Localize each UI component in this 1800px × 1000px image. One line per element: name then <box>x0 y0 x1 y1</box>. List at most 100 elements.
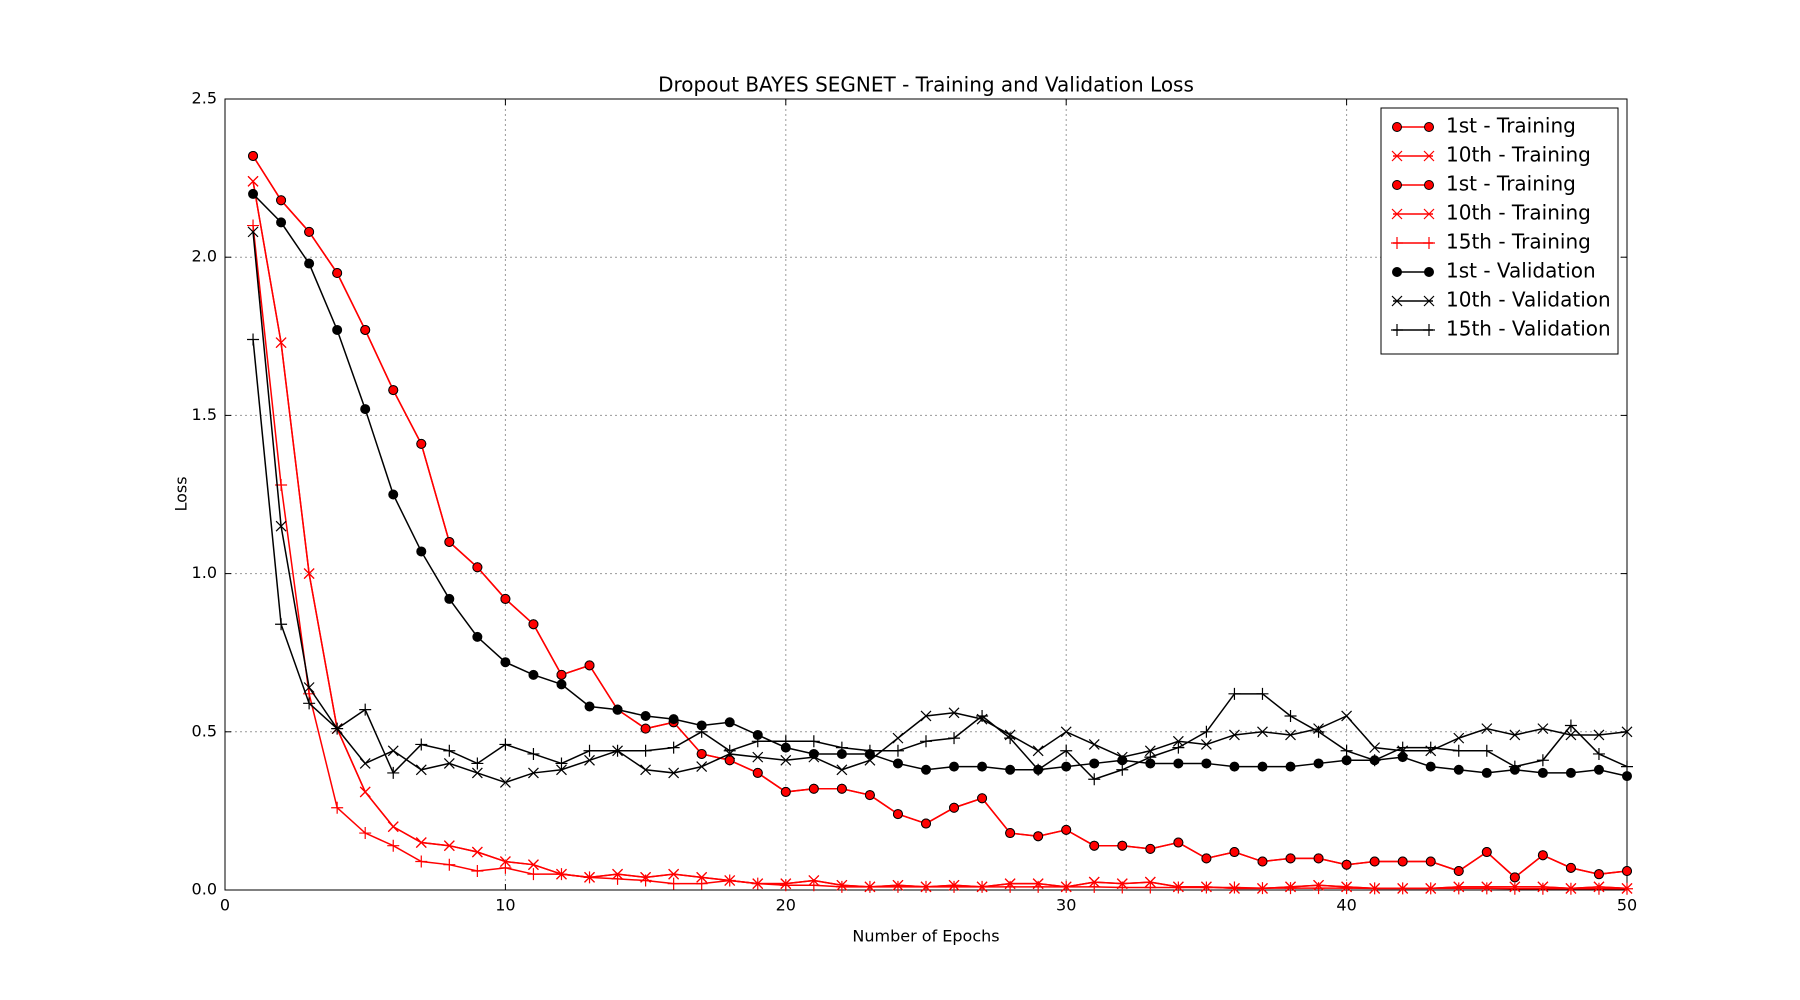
marker <box>864 754 876 766</box>
marker-x <box>1453 732 1465 744</box>
marker <box>1509 729 1521 741</box>
marker-dot <box>1089 758 1100 769</box>
marker-plus <box>387 839 400 852</box>
marker-x <box>1341 710 1353 722</box>
marker-plus <box>1200 881 1213 894</box>
marker-x <box>275 520 287 532</box>
marker-dot <box>808 783 819 794</box>
marker-dot <box>528 619 539 630</box>
marker-dot <box>612 704 623 715</box>
marker <box>1396 741 1409 754</box>
marker-plus <box>639 744 652 757</box>
marker-plus <box>1424 741 1437 754</box>
marker <box>863 880 876 893</box>
marker <box>499 861 512 874</box>
marker <box>1200 881 1213 894</box>
marker-x <box>1257 726 1268 738</box>
marker-dot <box>248 188 259 199</box>
marker-plus <box>948 880 961 893</box>
marker-dot <box>1173 837 1184 848</box>
marker <box>611 872 624 885</box>
marker <box>1481 847 1492 858</box>
legend-label: 10th - Training <box>1446 201 1591 225</box>
marker-plus <box>499 738 512 751</box>
marker <box>528 859 539 871</box>
marker <box>1089 840 1100 851</box>
marker-plus <box>247 219 260 232</box>
marker-dot <box>1201 758 1212 769</box>
marker <box>304 258 315 269</box>
marker-plus <box>1424 882 1437 895</box>
marker <box>892 809 903 820</box>
marker <box>668 767 680 779</box>
marker-plus <box>1423 324 1435 336</box>
marker <box>667 741 680 754</box>
marker <box>275 520 287 532</box>
marker <box>1032 763 1045 776</box>
marker-dot <box>1481 847 1492 858</box>
marker-dot <box>1453 764 1464 775</box>
marker <box>359 827 372 840</box>
marker-dot <box>864 790 875 801</box>
marker-x <box>1285 729 1296 741</box>
marker <box>1621 882 1633 895</box>
marker-dot <box>1424 267 1434 277</box>
marker <box>891 744 904 757</box>
marker-x <box>303 682 315 693</box>
marker-dot <box>332 324 343 335</box>
marker-plus <box>1480 882 1493 895</box>
marker-x <box>1032 745 1044 757</box>
marker-plus <box>247 333 260 346</box>
marker <box>1424 882 1437 895</box>
marker <box>752 751 764 763</box>
marker-plus <box>695 725 708 738</box>
marker <box>583 744 596 757</box>
marker <box>415 738 428 751</box>
marker <box>1508 760 1521 773</box>
marker <box>1593 729 1605 741</box>
marker-x <box>668 767 680 779</box>
marker <box>864 790 875 801</box>
marker-plus <box>1368 754 1381 767</box>
marker <box>416 546 427 557</box>
marker-plus <box>835 880 848 893</box>
marker-x <box>780 754 792 766</box>
marker <box>416 438 427 449</box>
marker <box>555 757 568 770</box>
marker <box>1481 767 1492 778</box>
marker-plus <box>1228 881 1241 894</box>
marker <box>920 880 932 893</box>
marker-dot <box>1593 869 1604 880</box>
marker <box>500 593 511 604</box>
marker <box>1340 744 1353 757</box>
marker-plus <box>555 868 568 881</box>
marker <box>920 710 932 722</box>
marker-dot <box>1537 767 1548 778</box>
marker-x <box>387 821 399 833</box>
marker-dot <box>1425 856 1436 867</box>
marker-plus <box>1621 882 1633 895</box>
marker <box>1200 739 1212 750</box>
marker-x <box>584 754 595 766</box>
marker <box>1201 758 1212 769</box>
marker <box>1313 758 1324 769</box>
marker-plus <box>1200 725 1213 738</box>
marker <box>528 767 539 779</box>
marker-dot <box>1117 840 1128 851</box>
marker-dot <box>360 404 371 415</box>
marker-dot <box>1089 840 1100 851</box>
marker <box>1173 758 1184 769</box>
marker-dot <box>1061 824 1072 835</box>
marker <box>1397 856 1408 867</box>
marker <box>1392 122 1402 132</box>
marker <box>1088 739 1100 750</box>
marker <box>1453 764 1464 775</box>
marker <box>751 877 764 890</box>
marker-plus <box>976 709 989 722</box>
marker <box>332 324 343 335</box>
marker <box>500 657 511 668</box>
marker <box>247 333 260 346</box>
marker <box>751 735 764 748</box>
marker <box>640 710 651 721</box>
marker-plus <box>1032 763 1045 776</box>
